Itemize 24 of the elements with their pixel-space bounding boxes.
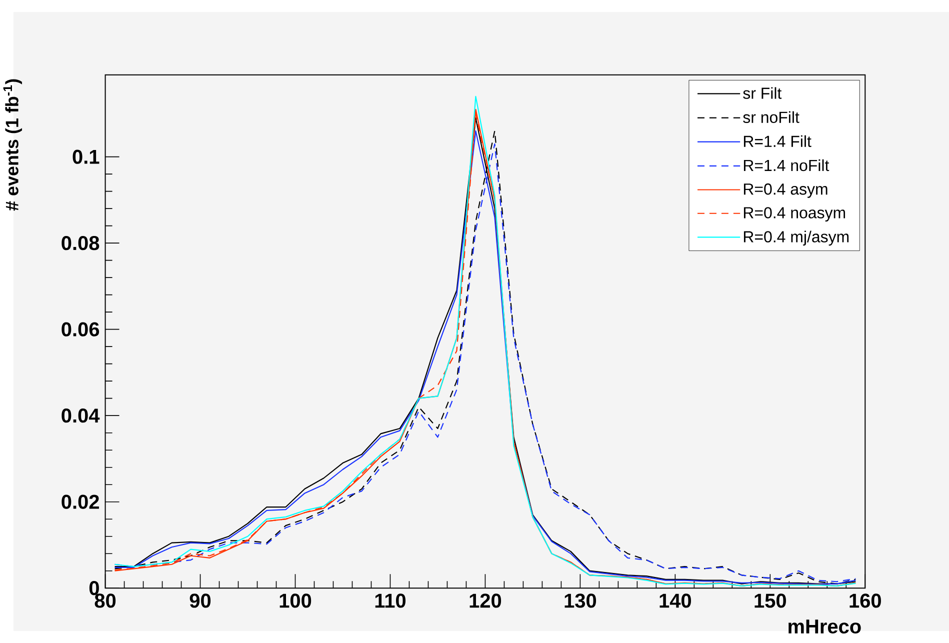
y-axis-title: # events (1 fb$^{-1}$) — [3, 79, 22, 211]
y-tick-label: 0.08 — [62, 236, 100, 250]
legend-label: R=1.4 noFilt — [744, 159, 830, 172]
x-tick-label: 90 — [190, 594, 211, 608]
y-tick-label: 0.1 — [72, 150, 100, 164]
legend-label: sr Filt — [743, 87, 782, 99]
x-axis-title: mHreco — [788, 620, 861, 634]
legend-label: R=1.4 Filt — [744, 135, 812, 148]
legend-label: sr noFilt — [743, 111, 800, 123]
y-tick-label: 0.06 — [62, 322, 100, 336]
x-tick-label: 80 — [94, 594, 116, 608]
legend-label: R=0.4 asym — [744, 183, 828, 198]
y-tick-label: 0.02 — [62, 494, 99, 509]
y-tick-label: 0 — [89, 581, 99, 596]
x-tick-label: 100 — [280, 594, 312, 608]
y-tick-label: 0.04 — [62, 408, 100, 423]
x-tick-label: 140 — [660, 594, 692, 608]
x-tick-label: 130 — [564, 594, 596, 608]
x-tick-label: 150 — [754, 594, 786, 608]
x-tick-label: 120 — [470, 594, 502, 608]
legend-label: R=0.4 noasym — [744, 207, 846, 222]
legend-label: R=0.4 mj/asym — [744, 230, 849, 246]
x-tick-label: 160 — [850, 594, 881, 608]
x-tick-label: 110 — [375, 594, 406, 608]
